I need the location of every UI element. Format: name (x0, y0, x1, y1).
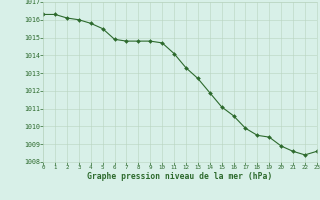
X-axis label: Graphe pression niveau de la mer (hPa): Graphe pression niveau de la mer (hPa) (87, 172, 273, 181)
